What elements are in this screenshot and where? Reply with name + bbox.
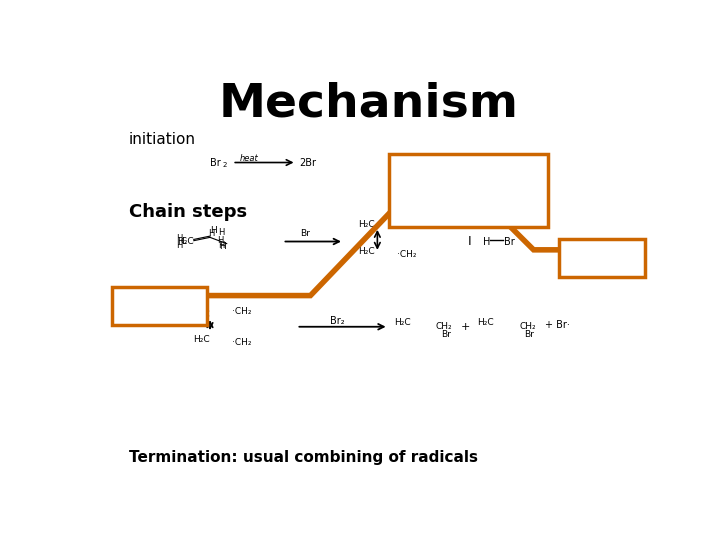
Text: ·CH₂: ·CH₂ [397, 251, 416, 259]
Text: H₂C: H₂C [178, 237, 194, 246]
Text: H: H [176, 234, 183, 242]
Text: ·CH₂: ·CH₂ [233, 338, 252, 347]
Text: Br: Br [441, 330, 451, 339]
Text: 368 kJ: 368 kJ [574, 249, 630, 267]
Text: H: H [218, 228, 225, 237]
Text: H: H [217, 236, 224, 245]
Text: + Br·: + Br· [545, 320, 570, 330]
Text: CH₂: CH₂ [520, 322, 536, 331]
Text: H₂C: H₂C [193, 335, 210, 344]
Text: H: H [209, 229, 215, 238]
Text: Weakest C-H bond
selected, highest
reactivity: Weakest C-H bond selected, highest react… [404, 165, 532, 216]
Text: 372 kJ: 372 kJ [132, 297, 188, 315]
Text: H₂C: H₂C [394, 318, 410, 327]
Text: H: H [483, 237, 491, 247]
Text: ·CH₂: ·CH₂ [233, 307, 252, 316]
Text: Br: Br [504, 237, 515, 247]
Text: ·CH₂: ·CH₂ [397, 217, 416, 226]
Text: initiation: initiation [129, 132, 196, 147]
Text: CH₂: CH₂ [436, 322, 453, 331]
Text: heat: heat [240, 154, 258, 163]
Text: I: I [467, 235, 472, 248]
Text: H: H [220, 242, 226, 251]
Text: Termination: usual combining of radicals: Termination: usual combining of radicals [129, 450, 478, 465]
Text: H₂C: H₂C [358, 220, 374, 229]
Text: Br₂: Br₂ [330, 316, 344, 326]
Bar [389, 154, 548, 227]
Text: Br: Br [210, 158, 221, 167]
Text: H₂C: H₂C [193, 310, 210, 319]
Text: 2Br: 2Br [300, 158, 316, 167]
Bar [559, 239, 645, 277]
Text: H: H [210, 226, 217, 235]
Text: 2: 2 [222, 163, 228, 168]
Text: H₂C: H₂C [358, 247, 374, 256]
Text: Mechanism: Mechanism [219, 82, 519, 126]
Text: +: + [461, 322, 470, 332]
Text: Br: Br [524, 330, 534, 339]
Text: H₂C: H₂C [477, 318, 493, 327]
Text: Br: Br [300, 229, 310, 238]
Text: H: H [218, 241, 225, 250]
Text: C: C [181, 238, 186, 246]
Bar [112, 287, 207, 325]
Text: Chain steps: Chain steps [129, 204, 247, 221]
Text: H: H [176, 241, 183, 250]
